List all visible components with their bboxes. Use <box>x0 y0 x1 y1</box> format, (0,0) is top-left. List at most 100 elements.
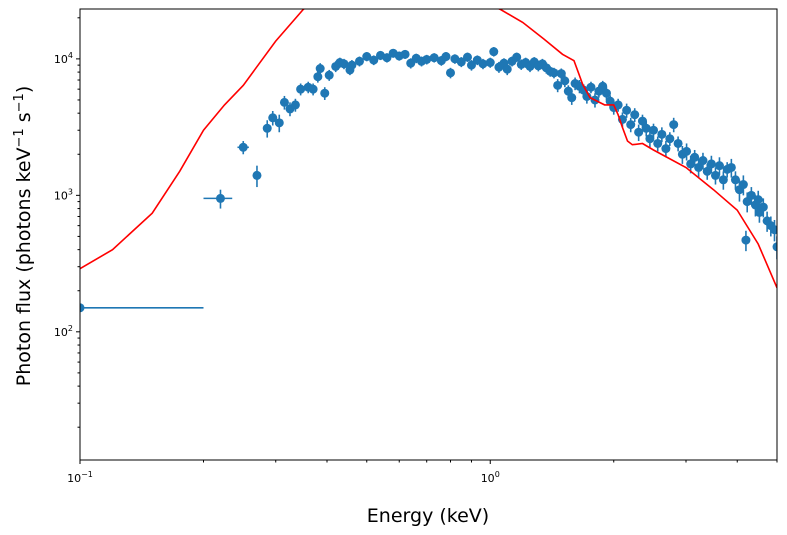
data-marker <box>601 88 611 98</box>
data-marker <box>262 123 272 133</box>
data-point <box>203 189 233 209</box>
y-tick-label: 104 <box>54 51 73 66</box>
data-marker <box>362 52 372 62</box>
data-marker <box>512 52 522 62</box>
data-point <box>400 49 410 59</box>
data-marker <box>354 56 364 66</box>
data-point <box>634 124 644 142</box>
data-point <box>556 68 566 80</box>
data-marker <box>690 152 700 162</box>
data-marker <box>741 235 751 245</box>
data-point <box>422 54 432 65</box>
data-point <box>478 58 488 70</box>
data-point <box>347 60 357 71</box>
data-marker <box>324 70 334 80</box>
data-point <box>626 117 636 133</box>
data-point <box>645 131 655 148</box>
data-point <box>669 117 679 133</box>
data-marker <box>274 118 284 128</box>
data-marker <box>320 88 330 98</box>
data-point <box>586 81 596 94</box>
data-marker <box>308 84 318 94</box>
data-point <box>598 80 608 93</box>
data-marker <box>268 113 278 123</box>
x-tick-label: 100 <box>481 470 500 485</box>
data-marker <box>634 127 644 137</box>
data-point <box>466 60 476 71</box>
data-point <box>462 52 472 62</box>
data-marker <box>478 59 488 69</box>
data-marker <box>429 53 439 63</box>
data-marker <box>661 144 671 154</box>
data-marker <box>694 162 704 172</box>
y-tick-label: 103 <box>54 187 73 202</box>
data-marker <box>339 59 349 69</box>
data-marker <box>630 110 640 120</box>
data-point <box>339 58 349 70</box>
data-marker <box>485 58 495 68</box>
data-marker <box>669 120 679 130</box>
data-point <box>262 120 272 138</box>
data-point <box>560 75 570 88</box>
data-point <box>657 127 667 143</box>
y-tick-label: 102 <box>54 324 73 339</box>
data-marker <box>718 175 728 185</box>
data-marker <box>665 134 675 144</box>
data-point <box>690 149 700 166</box>
data-point <box>682 143 692 161</box>
data-point <box>641 121 651 137</box>
data-marker <box>238 142 248 152</box>
data-point <box>673 136 683 152</box>
data-point <box>746 187 756 205</box>
data-marker <box>686 159 696 169</box>
data-marker <box>252 170 262 180</box>
data-point <box>710 167 720 185</box>
data-marker <box>753 195 763 205</box>
data-marker <box>738 180 748 190</box>
data-point <box>758 198 768 218</box>
data-point <box>290 98 300 112</box>
data-point <box>362 52 372 62</box>
data-point <box>274 114 284 133</box>
data-marker <box>400 49 410 59</box>
data-point <box>601 87 611 100</box>
data-point <box>726 158 736 178</box>
data-marker <box>710 170 720 180</box>
data-point <box>456 57 466 68</box>
data-point <box>665 132 675 146</box>
data-marker <box>626 120 636 130</box>
data-marker <box>645 134 655 144</box>
data-marker <box>290 100 300 110</box>
data-point <box>252 165 262 188</box>
data-point <box>741 230 751 252</box>
data-marker <box>489 47 499 57</box>
data-marker <box>215 193 225 203</box>
data-point <box>553 79 563 93</box>
data-point <box>441 52 451 62</box>
data-point <box>324 69 334 81</box>
data-point <box>315 63 325 75</box>
data-point <box>714 157 724 176</box>
data-point <box>512 52 522 62</box>
data-point <box>429 53 439 63</box>
data-marker <box>80 303 85 313</box>
data-point <box>753 190 763 211</box>
data-marker <box>730 175 740 185</box>
data-point <box>268 111 278 126</box>
data-marker <box>706 159 716 169</box>
data-marker <box>582 92 592 102</box>
data-marker <box>456 57 466 67</box>
data-marker <box>549 68 559 78</box>
data-point <box>237 141 249 155</box>
data-point <box>622 103 632 118</box>
data-marker <box>726 162 736 172</box>
data-marker <box>462 52 472 62</box>
data-point <box>772 236 777 260</box>
data-point <box>313 71 323 83</box>
data-marker <box>698 156 708 166</box>
data-marker <box>553 80 563 90</box>
data-point <box>630 108 640 122</box>
data-point <box>489 47 499 57</box>
data-point <box>653 136 663 152</box>
data-marker <box>772 242 777 252</box>
